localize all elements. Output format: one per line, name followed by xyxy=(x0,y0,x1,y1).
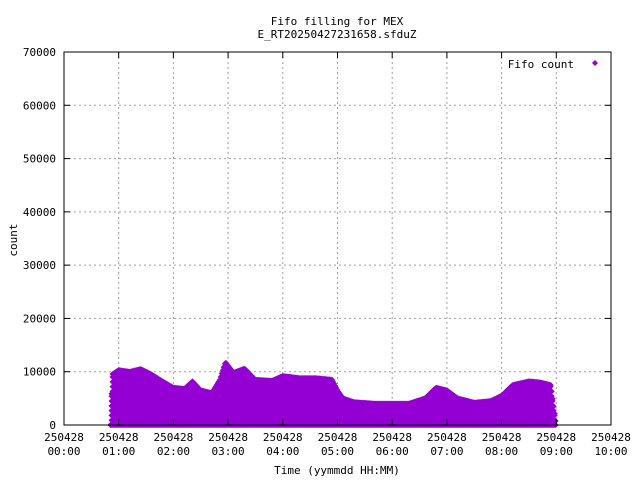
data-point xyxy=(548,388,555,395)
x-tick-label-time: 03:00 xyxy=(212,445,245,458)
y-tick-label: 40000 xyxy=(23,206,56,219)
x-tick-label-date: 250428 xyxy=(318,431,358,444)
y-tick-label: 60000 xyxy=(23,99,56,112)
x-tick-label-date: 250428 xyxy=(44,431,84,444)
x-tick-label-time: 04:00 xyxy=(266,445,299,458)
legend: Fifo count xyxy=(508,58,598,71)
x-tick-label-time: 06:00 xyxy=(376,445,409,458)
data-point xyxy=(552,418,559,425)
y-axis-label: count xyxy=(7,223,20,256)
x-tick-label-time: 09:00 xyxy=(540,445,573,458)
data-points xyxy=(107,359,559,428)
x-tick-label-date: 250428 xyxy=(536,431,576,444)
x-tick-label-time: 02:00 xyxy=(157,445,190,458)
data-point xyxy=(551,410,558,417)
y-tick-label: 20000 xyxy=(23,312,56,325)
data-point xyxy=(547,382,554,389)
x-tick-label-time: 00:00 xyxy=(47,445,80,458)
y-tick-label: 30000 xyxy=(23,259,56,272)
y-tick-label: 0 xyxy=(49,419,56,432)
x-tick-label-date: 250428 xyxy=(372,431,412,444)
x-tick-label-time: 01:00 xyxy=(102,445,135,458)
x-tick-label-date: 250428 xyxy=(427,431,467,444)
chart-subtitle: E_RT20250427231658.sfduZ xyxy=(258,28,417,41)
x-tick-label-time: 08:00 xyxy=(485,445,518,458)
x-tick-label-date: 250428 xyxy=(263,431,303,444)
y-tick-label: 10000 xyxy=(23,366,56,379)
legend-marker xyxy=(592,60,598,66)
grid-lines xyxy=(64,52,611,425)
x-tick-label-time: 05:00 xyxy=(321,445,354,458)
y-axis-ticks: 0 10000 20000 30000 40000 50000 60000 70000 xyxy=(23,46,611,432)
y-tick-label: 70000 xyxy=(23,46,56,59)
x-tick-label-date: 250428 xyxy=(99,431,139,444)
data-point xyxy=(550,403,557,410)
y-tick-label: 50000 xyxy=(23,153,56,166)
x-tick-label-time: 07:00 xyxy=(430,445,463,458)
x-axis-ticks: 25042800:0025042801:0025042802:002504280… xyxy=(44,52,631,458)
x-tick-label-date: 250428 xyxy=(591,431,631,444)
x-tick-label-date: 250428 xyxy=(208,431,248,444)
x-tick-label-time: 10:00 xyxy=(594,445,627,458)
legend-label: Fifo count xyxy=(508,58,574,71)
data-point xyxy=(549,395,556,402)
x-tick-label-date: 250428 xyxy=(154,431,194,444)
chart-title: Fifo filling for MEX xyxy=(271,15,404,28)
x-tick-label-date: 250428 xyxy=(482,431,522,444)
x-axis-label: Time (yymmdd HH:MM) xyxy=(274,464,400,477)
